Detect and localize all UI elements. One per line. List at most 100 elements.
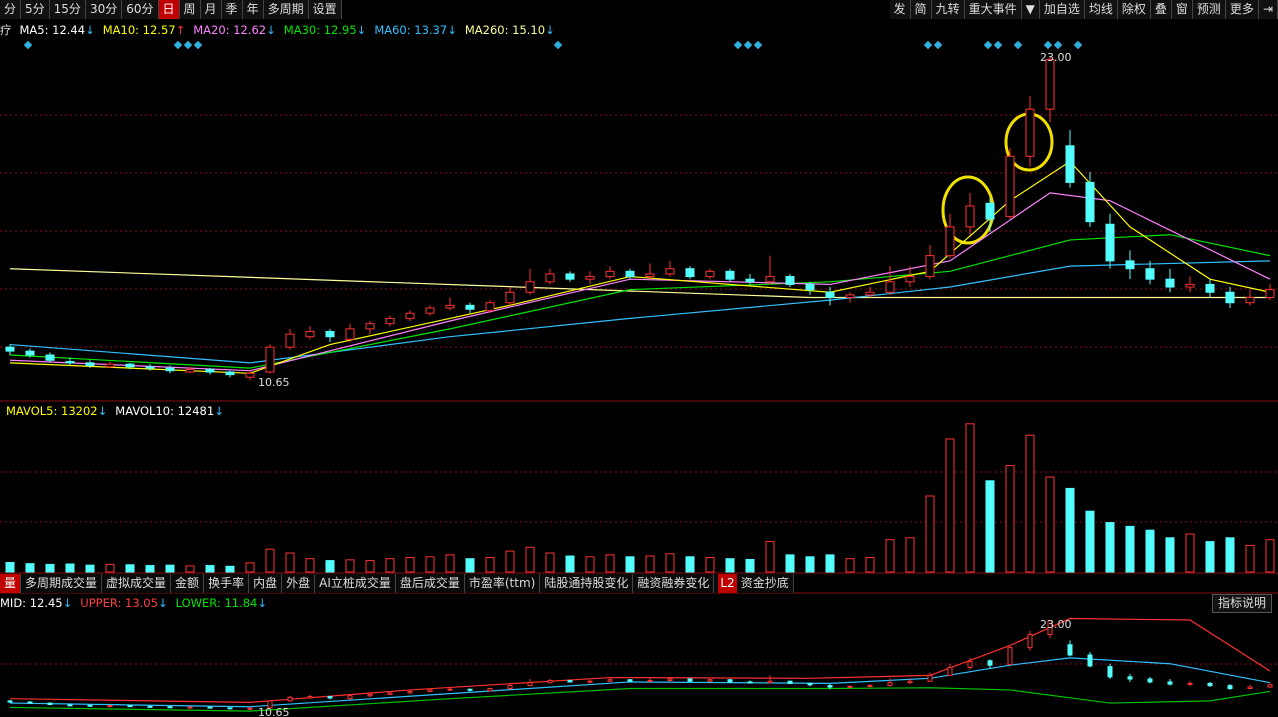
- indicator-tab[interactable]: 换手率: [204, 574, 250, 593]
- legend-item: MA30: 12.95↓: [284, 23, 367, 37]
- candle-body: [205, 368, 215, 373]
- volume-bar: [605, 554, 615, 573]
- boll-candle-body: [467, 688, 473, 691]
- candle-body: [765, 276, 775, 283]
- indicator-tab[interactable]: 资金抄底: [737, 574, 794, 593]
- boll-candle-body: [227, 707, 233, 710]
- legend-item: MID: 12.45↓: [0, 596, 72, 610]
- boll-candle-body: [687, 678, 693, 682]
- candle-body: [1265, 289, 1275, 298]
- boll-candle-body: [787, 680, 793, 684]
- tool-button[interactable]: 预测: [1193, 0, 1226, 19]
- tool-button[interactable]: 叠: [1151, 0, 1172, 19]
- candle-body: [745, 278, 755, 283]
- period-tab[interactable]: 日: [158, 0, 180, 19]
- indicator-tab[interactable]: AI立桩成交量: [315, 574, 396, 593]
- help-button[interactable]: 指标说明: [1211, 594, 1272, 613]
- boll-candle-body: [1007, 647, 1013, 665]
- tool-button[interactable]: 加自选: [1040, 0, 1085, 19]
- period-tab[interactable]: 60分: [122, 0, 159, 19]
- period-tab[interactable]: 季: [222, 0, 243, 19]
- boll-candle-body: [1247, 686, 1253, 690]
- boll-candle-body: [187, 706, 193, 709]
- tool-button[interactable]: 除权: [1118, 0, 1151, 19]
- candle-body: [1005, 155, 1015, 217]
- indicator-tab[interactable]: 陆股通持股变化: [540, 574, 634, 593]
- indicator-tab[interactable]: 内盘: [249, 574, 283, 593]
- volume-bar: [405, 557, 415, 573]
- volume-bar: [485, 557, 495, 573]
- indicator-tab[interactable]: 多周期成交量: [21, 574, 103, 593]
- legend-label: MA5:: [19, 23, 49, 37]
- legend-value: 13.37: [414, 23, 448, 37]
- candle-body: [485, 302, 495, 312]
- tool-button[interactable]: ▼: [1022, 0, 1040, 19]
- volume-bar: [65, 563, 75, 573]
- tool-button[interactable]: 均线: [1085, 0, 1118, 19]
- indicator-tab[interactable]: 融资融券变化: [633, 574, 715, 593]
- volume-bar: [25, 563, 35, 573]
- volume-bar: [1265, 539, 1275, 573]
- indicator-tab[interactable]: 虚拟成交量: [102, 574, 172, 593]
- boll-candle-body: [387, 692, 393, 695]
- period-tab[interactable]: 多周期: [264, 0, 309, 19]
- period-tab[interactable]: 15分: [50, 0, 86, 19]
- period-tab[interactable]: 年: [243, 0, 264, 19]
- event-marker: [923, 40, 933, 50]
- price-label: 10.65: [258, 376, 290, 389]
- period-tab[interactable]: 分: [0, 0, 22, 19]
- candle-body: [925, 255, 935, 278]
- tool-button[interactable]: 窗: [1172, 0, 1193, 19]
- tool-button[interactable]: 更多: [1226, 0, 1259, 19]
- boll-candle-body: [367, 693, 373, 697]
- event-marker: [1043, 40, 1053, 50]
- indicator-tab[interactable]: 市盈率(ttm): [465, 574, 541, 593]
- period-tab[interactable]: 设置: [309, 0, 342, 19]
- boll-candle-body: [567, 679, 573, 683]
- volume-bar: [1185, 533, 1195, 573]
- indicator-tab[interactable]: 盘后成交量: [396, 574, 465, 593]
- price-label: 23.00: [1040, 618, 1072, 631]
- volume-bar: [365, 560, 375, 573]
- volume-bar: [45, 563, 55, 573]
- legend-value: 12481: [177, 404, 215, 418]
- period-tab[interactable]: 月: [201, 0, 222, 19]
- tool-button[interactable]: 简: [911, 0, 932, 19]
- boll-candle-body: [1107, 666, 1113, 678]
- tool-button[interactable]: 发: [890, 0, 911, 19]
- period-tab[interactable]: 30分: [86, 0, 123, 19]
- tool-button[interactable]: 重大事件: [965, 0, 1022, 19]
- boll-candle-body: [1127, 676, 1133, 680]
- indicator-tab[interactable]: 外盘: [282, 574, 316, 593]
- indicator-tab[interactable]: 金额: [171, 574, 205, 593]
- volume-bar: [1145, 529, 1155, 573]
- candle-body: [665, 268, 675, 275]
- legend-value: 12.45: [29, 596, 63, 610]
- volume-bar: [125, 564, 135, 573]
- tool-button[interactable]: 九转: [932, 0, 965, 19]
- volume-bar: [1225, 537, 1235, 573]
- indicator-tab[interactable]: 量: [0, 574, 22, 593]
- legend-arrow: ↓: [62, 596, 73, 610]
- indicator-tab[interactable]: L2: [718, 574, 737, 593]
- candle-body: [505, 291, 515, 304]
- volume-bar: [585, 556, 595, 573]
- boll-candle-body: [907, 680, 913, 684]
- period-tab[interactable]: 5分: [21, 0, 50, 19]
- boll-candle-body: [347, 695, 353, 700]
- event-marker: [193, 40, 203, 50]
- legend-item: UPPER: 13.05↓: [80, 596, 167, 610]
- volume-bar: [785, 554, 795, 573]
- volume-bar: [825, 554, 835, 573]
- volume-bar: [805, 556, 815, 573]
- candle-body: [725, 270, 735, 280]
- candle-body: [145, 366, 155, 369]
- volume-bar: [945, 438, 955, 573]
- tool-button[interactable]: ⇥: [1259, 0, 1278, 19]
- candle-body: [425, 307, 435, 314]
- volume-bar: [725, 558, 735, 573]
- volume-bar: [885, 539, 895, 573]
- candle-body: [945, 226, 955, 257]
- candle-body: [625, 270, 635, 278]
- period-tab[interactable]: 周: [180, 0, 201, 19]
